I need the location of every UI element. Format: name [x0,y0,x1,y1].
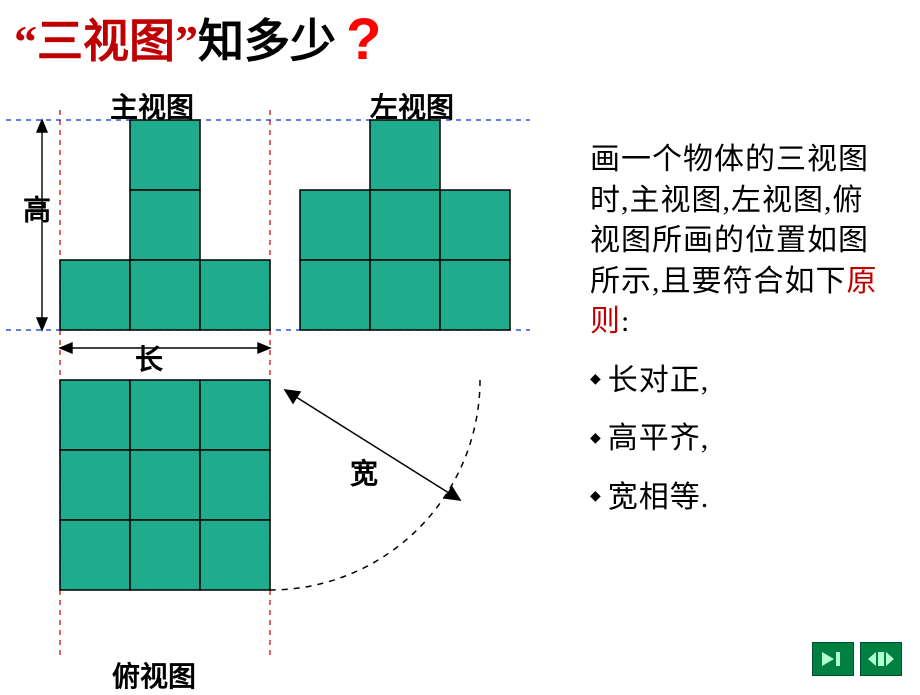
left-view-shape [300,120,510,330]
exit-button[interactable] [860,642,902,676]
description-text: 画一个物体的三视图时,主视图,左视图,俯视图所画的位置如图所示,且要符合如下 [590,143,869,298]
next-slide-button[interactable] [812,642,854,676]
nav-buttons [812,642,902,676]
desc-colon: : [621,305,630,338]
exit-icon [866,650,896,668]
top-view-shape [60,380,270,590]
title-quote-open: “ [14,15,37,68]
bullet-item: 宽相等. [590,478,890,519]
title-red-text: 三视图 [37,5,175,71]
front-view-shape [60,120,270,330]
principle-list: 长对正, 高平齐, 宽相等. [590,361,890,519]
title-rest: 知多少 [198,5,336,71]
next-icon [820,650,846,668]
page-title: “ 三视图 ” 知多少 ? [14,4,381,71]
bullet-item: 长对正, [590,361,890,402]
question-mark-icon: ? [346,6,381,73]
title-quote-close: ” [175,15,198,68]
three-view-diagram [0,80,600,680]
bullet-item: 高平齐, [590,419,890,460]
description-block: 画一个物体的三视图时,主视图,左视图,俯视图所画的位置如图所示,且要符合如下原则… [590,140,890,536]
